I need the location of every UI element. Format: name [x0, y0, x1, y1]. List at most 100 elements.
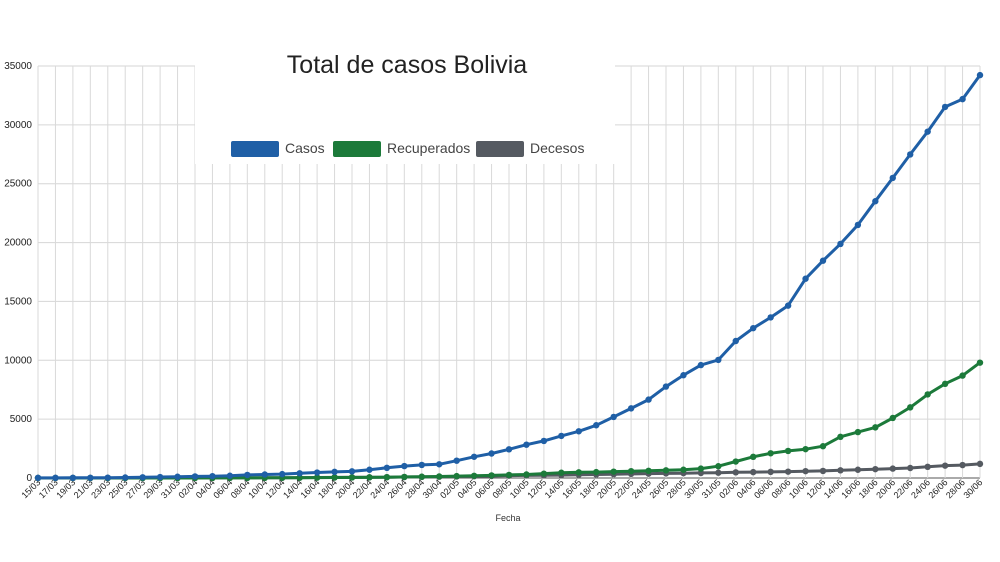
- data-point-casos[interactable]: [976, 71, 984, 79]
- data-point-recuperados[interactable]: [488, 472, 495, 479]
- data-point-casos[interactable]: [87, 474, 94, 481]
- data-point-recuperados[interactable]: [418, 473, 425, 480]
- data-point-casos[interactable]: [122, 474, 129, 481]
- data-point-casos[interactable]: [209, 472, 216, 480]
- data-point-casos[interactable]: [767, 314, 774, 321]
- data-point-casos[interactable]: [854, 221, 862, 229]
- data-point-decesos[interactable]: [784, 468, 792, 475]
- data-point-decesos[interactable]: [924, 463, 931, 471]
- data-point-recuperados[interactable]: [383, 473, 391, 481]
- data-point-recuperados[interactable]: [505, 471, 513, 479]
- data-point-casos[interactable]: [575, 428, 582, 435]
- data-point-decesos[interactable]: [767, 468, 774, 476]
- data-point-decesos[interactable]: [732, 469, 739, 476]
- data-point-decesos[interactable]: [889, 465, 896, 472]
- data-point-casos[interactable]: [366, 466, 373, 473]
- data-point-casos[interactable]: [470, 453, 478, 460]
- data-point-casos[interactable]: [505, 446, 513, 453]
- data-point-casos[interactable]: [139, 474, 146, 481]
- data-point-recuperados[interactable]: [976, 359, 984, 366]
- data-point-casos[interactable]: [296, 470, 303, 477]
- data-point-casos[interactable]: [680, 372, 687, 379]
- data-point-casos[interactable]: [418, 461, 425, 469]
- data-point-casos[interactable]: [226, 472, 234, 479]
- data-point-casos[interactable]: [540, 437, 548, 445]
- data-point-recuperados[interactable]: [889, 414, 896, 422]
- data-point-decesos[interactable]: [837, 467, 844, 474]
- data-point-casos[interactable]: [488, 450, 495, 457]
- data-point-casos[interactable]: [436, 461, 443, 468]
- data-point-recuperados[interactable]: [610, 468, 617, 475]
- data-point-casos[interactable]: [784, 302, 792, 309]
- data-point-casos[interactable]: [959, 95, 966, 103]
- data-point-casos[interactable]: [401, 462, 408, 470]
- data-point-recuperados[interactable]: [523, 471, 530, 478]
- data-point-casos[interactable]: [750, 324, 757, 332]
- data-point-casos[interactable]: [837, 240, 844, 248]
- data-point-recuperados[interactable]: [436, 473, 443, 480]
- data-point-casos[interactable]: [261, 471, 268, 478]
- data-point-decesos[interactable]: [819, 467, 827, 475]
- data-point-decesos[interactable]: [854, 466, 862, 473]
- data-point-recuperados[interactable]: [715, 463, 722, 470]
- data-point-casos[interactable]: [732, 337, 739, 345]
- data-point-casos[interactable]: [645, 396, 652, 403]
- data-point-recuperados[interactable]: [453, 472, 460, 480]
- data-point-decesos[interactable]: [907, 464, 914, 472]
- data-point-casos[interactable]: [924, 128, 931, 135]
- data-point-recuperados[interactable]: [941, 380, 949, 388]
- data-point-recuperados[interactable]: [907, 404, 914, 411]
- data-point-recuperados[interactable]: [697, 465, 705, 472]
- data-point-recuperados[interactable]: [924, 391, 931, 398]
- data-point-casos[interactable]: [104, 474, 111, 481]
- data-point-casos[interactable]: [52, 474, 59, 482]
- data-point-recuperados[interactable]: [401, 473, 408, 481]
- data-point-casos[interactable]: [802, 275, 809, 282]
- data-point-casos[interactable]: [627, 405, 635, 412]
- data-point-casos[interactable]: [313, 469, 321, 476]
- data-point-casos[interactable]: [715, 356, 722, 364]
- data-point-decesos[interactable]: [976, 460, 984, 468]
- data-point-recuperados[interactable]: [558, 469, 565, 476]
- data-point-recuperados[interactable]: [837, 433, 844, 440]
- data-point-recuperados[interactable]: [540, 470, 548, 477]
- data-point-recuperados[interactable]: [645, 467, 652, 475]
- data-point-recuperados[interactable]: [767, 450, 774, 457]
- data-point-casos[interactable]: [872, 198, 879, 205]
- data-point-casos[interactable]: [348, 468, 356, 475]
- data-point-recuperados[interactable]: [872, 424, 879, 431]
- data-point-casos[interactable]: [156, 473, 164, 481]
- data-point-casos[interactable]: [662, 383, 670, 390]
- data-point-recuperados[interactable]: [750, 453, 757, 461]
- data-point-casos[interactable]: [610, 413, 617, 421]
- data-point-casos[interactable]: [697, 361, 705, 369]
- data-point-decesos[interactable]: [802, 467, 809, 475]
- data-point-recuperados[interactable]: [854, 428, 862, 436]
- data-point-casos[interactable]: [558, 432, 565, 440]
- data-point-decesos[interactable]: [872, 465, 879, 473]
- data-point-recuperados[interactable]: [470, 472, 478, 479]
- data-point-decesos[interactable]: [715, 469, 722, 476]
- data-point-casos[interactable]: [593, 422, 600, 429]
- data-point-decesos[interactable]: [941, 462, 949, 469]
- data-point-recuperados[interactable]: [366, 474, 373, 481]
- data-point-casos[interactable]: [941, 103, 949, 111]
- data-point-recuperados[interactable]: [575, 469, 582, 476]
- data-point-decesos[interactable]: [959, 461, 966, 469]
- data-point-casos[interactable]: [453, 457, 460, 464]
- data-point-casos[interactable]: [244, 471, 251, 479]
- data-point-casos[interactable]: [523, 441, 530, 448]
- data-point-casos[interactable]: [191, 473, 199, 480]
- data-point-recuperados[interactable]: [348, 474, 356, 481]
- data-point-casos[interactable]: [383, 464, 391, 472]
- data-point-recuperados[interactable]: [313, 474, 321, 481]
- data-point-recuperados[interactable]: [331, 474, 338, 481]
- data-point-casos[interactable]: [907, 151, 914, 158]
- data-point-casos[interactable]: [34, 474, 42, 482]
- data-point-casos[interactable]: [279, 470, 286, 478]
- legend-item-decesos[interactable]: Decesos: [476, 140, 584, 157]
- data-point-decesos[interactable]: [750, 468, 757, 476]
- data-point-casos[interactable]: [174, 473, 181, 480]
- data-point-recuperados[interactable]: [680, 466, 687, 473]
- data-point-recuperados[interactable]: [732, 458, 739, 465]
